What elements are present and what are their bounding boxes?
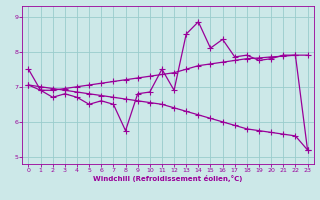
X-axis label: Windchill (Refroidissement éolien,°C): Windchill (Refroidissement éolien,°C) [93,175,243,182]
